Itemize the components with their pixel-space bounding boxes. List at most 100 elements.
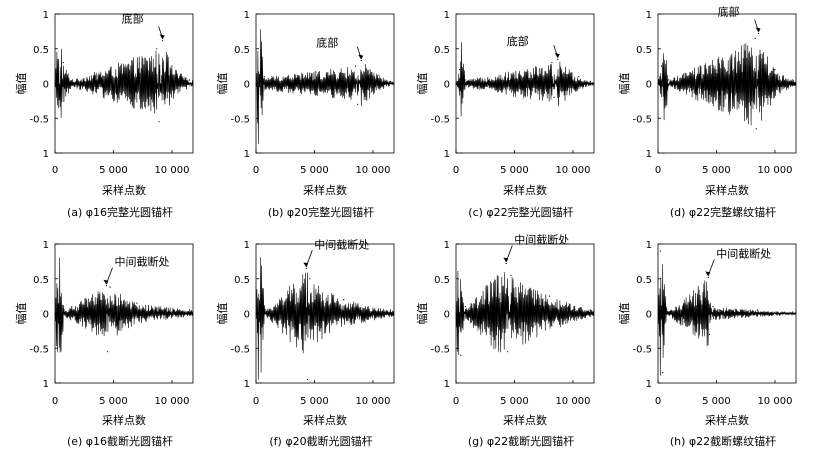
data-point (458, 69, 461, 71)
data-point (57, 13, 60, 15)
data-point (659, 250, 661, 252)
panel-caption: (d) φ22完整螺纹锚杆 (670, 205, 776, 219)
data-point (774, 69, 776, 71)
y-tick-label: -0.5 (632, 344, 652, 355)
data-point (188, 79, 191, 81)
y-tick-label: 1 (646, 240, 652, 251)
data-point (188, 309, 191, 311)
x-tick-label: 5 000 (99, 396, 128, 407)
data-point (505, 262, 507, 265)
data-point (54, 312, 56, 315)
data-point (60, 152, 62, 154)
annotation-label: 底部 (718, 4, 740, 18)
x-axis-label: 采样点数 (503, 413, 547, 427)
y-axis-label: 幅值 (216, 303, 229, 325)
y-tick-label: 0.5 (234, 45, 250, 56)
y-tick-label: 1 (244, 379, 250, 390)
y-tick-label: -0.5 (632, 114, 652, 125)
panel-caption: (e) φ16截断光圆锚杆 (67, 434, 173, 448)
y-axis-label: 幅值 (15, 73, 28, 95)
y-tick-label: 1 (244, 149, 250, 160)
y-tick-label: 1 (43, 10, 49, 21)
y-axis-label: 幅值 (416, 303, 429, 325)
x-tick-label: 10 000 (355, 165, 390, 176)
x-tick-label: 10 000 (757, 396, 792, 407)
data-point (260, 382, 262, 384)
data-point (171, 65, 173, 67)
y-tick-label: 0.5 (33, 45, 49, 56)
data-point (791, 311, 794, 313)
data-point (354, 65, 356, 67)
x-tick-label: 0 (253, 396, 259, 407)
data-point (357, 103, 359, 105)
data-point (343, 299, 345, 301)
y-tick-label: 0 (444, 80, 450, 91)
data-point (756, 309, 759, 311)
data-point (156, 48, 158, 50)
data-point (260, 152, 262, 154)
data-point (158, 121, 160, 123)
y-tick-label: 1 (646, 149, 652, 160)
data-point (460, 354, 462, 356)
annotation-label: 中间截断处 (314, 237, 369, 251)
data-point (455, 82, 457, 85)
signal-line (255, 256, 395, 380)
y-tick-label: -0.5 (230, 344, 250, 355)
y-tick-label: 0 (43, 80, 49, 91)
y-tick-label: 0.5 (434, 45, 450, 56)
data-point (107, 351, 109, 353)
x-axis-label: 采样点数 (705, 183, 749, 197)
data-point (464, 79, 466, 81)
data-point (666, 310, 669, 312)
signal-line (657, 43, 797, 126)
y-tick-label: 0 (646, 310, 652, 321)
x-tick-label: 5 000 (500, 396, 529, 407)
y-tick-label: 0.5 (434, 275, 450, 286)
data-point (59, 382, 61, 384)
data-point (707, 276, 709, 278)
data-point (461, 152, 463, 154)
panel-caption: (f) φ20截断光圆锚杆 (269, 434, 372, 448)
y-tick-label: 1 (444, 10, 450, 21)
x-tick-label: 0 (453, 396, 459, 407)
y-tick-label: 1 (244, 10, 250, 21)
data-point (255, 312, 257, 315)
signal-line (455, 270, 595, 356)
data-point (309, 278, 311, 280)
y-tick-label: 0.5 (636, 45, 652, 56)
x-tick-label: 10 000 (757, 165, 792, 176)
y-tick-label: 1 (244, 240, 250, 251)
data-point (257, 13, 259, 15)
x-tick-label: 0 (655, 165, 661, 176)
data-point (712, 306, 714, 308)
data-point (551, 62, 553, 64)
annotation-arrowhead (303, 262, 309, 268)
y-tick-label: -0.5 (430, 344, 450, 355)
y-tick-label: 1 (43, 240, 49, 251)
annotation-arrowhead (159, 34, 165, 40)
x-tick-label: 0 (52, 165, 58, 176)
y-tick-label: 1 (444, 379, 450, 390)
data-point (56, 243, 58, 245)
x-tick-label: 5 000 (500, 165, 529, 176)
data-point (455, 312, 457, 315)
annotation-label: 底部 (507, 34, 529, 48)
signal-line (54, 257, 194, 353)
x-axis-label: 采样点数 (102, 413, 146, 427)
x-axis-label: 采样点数 (503, 183, 547, 197)
y-tick-label: 1 (43, 379, 49, 390)
signal-line (455, 41, 595, 117)
data-point (162, 39, 164, 42)
y-axis-label: 幅值 (216, 73, 229, 95)
panel-caption: (g) φ22截断光圆锚杆 (468, 434, 574, 448)
data-point (589, 80, 592, 82)
data-point (457, 243, 459, 245)
x-tick-label: 10 000 (555, 396, 590, 407)
data-point (263, 75, 265, 78)
